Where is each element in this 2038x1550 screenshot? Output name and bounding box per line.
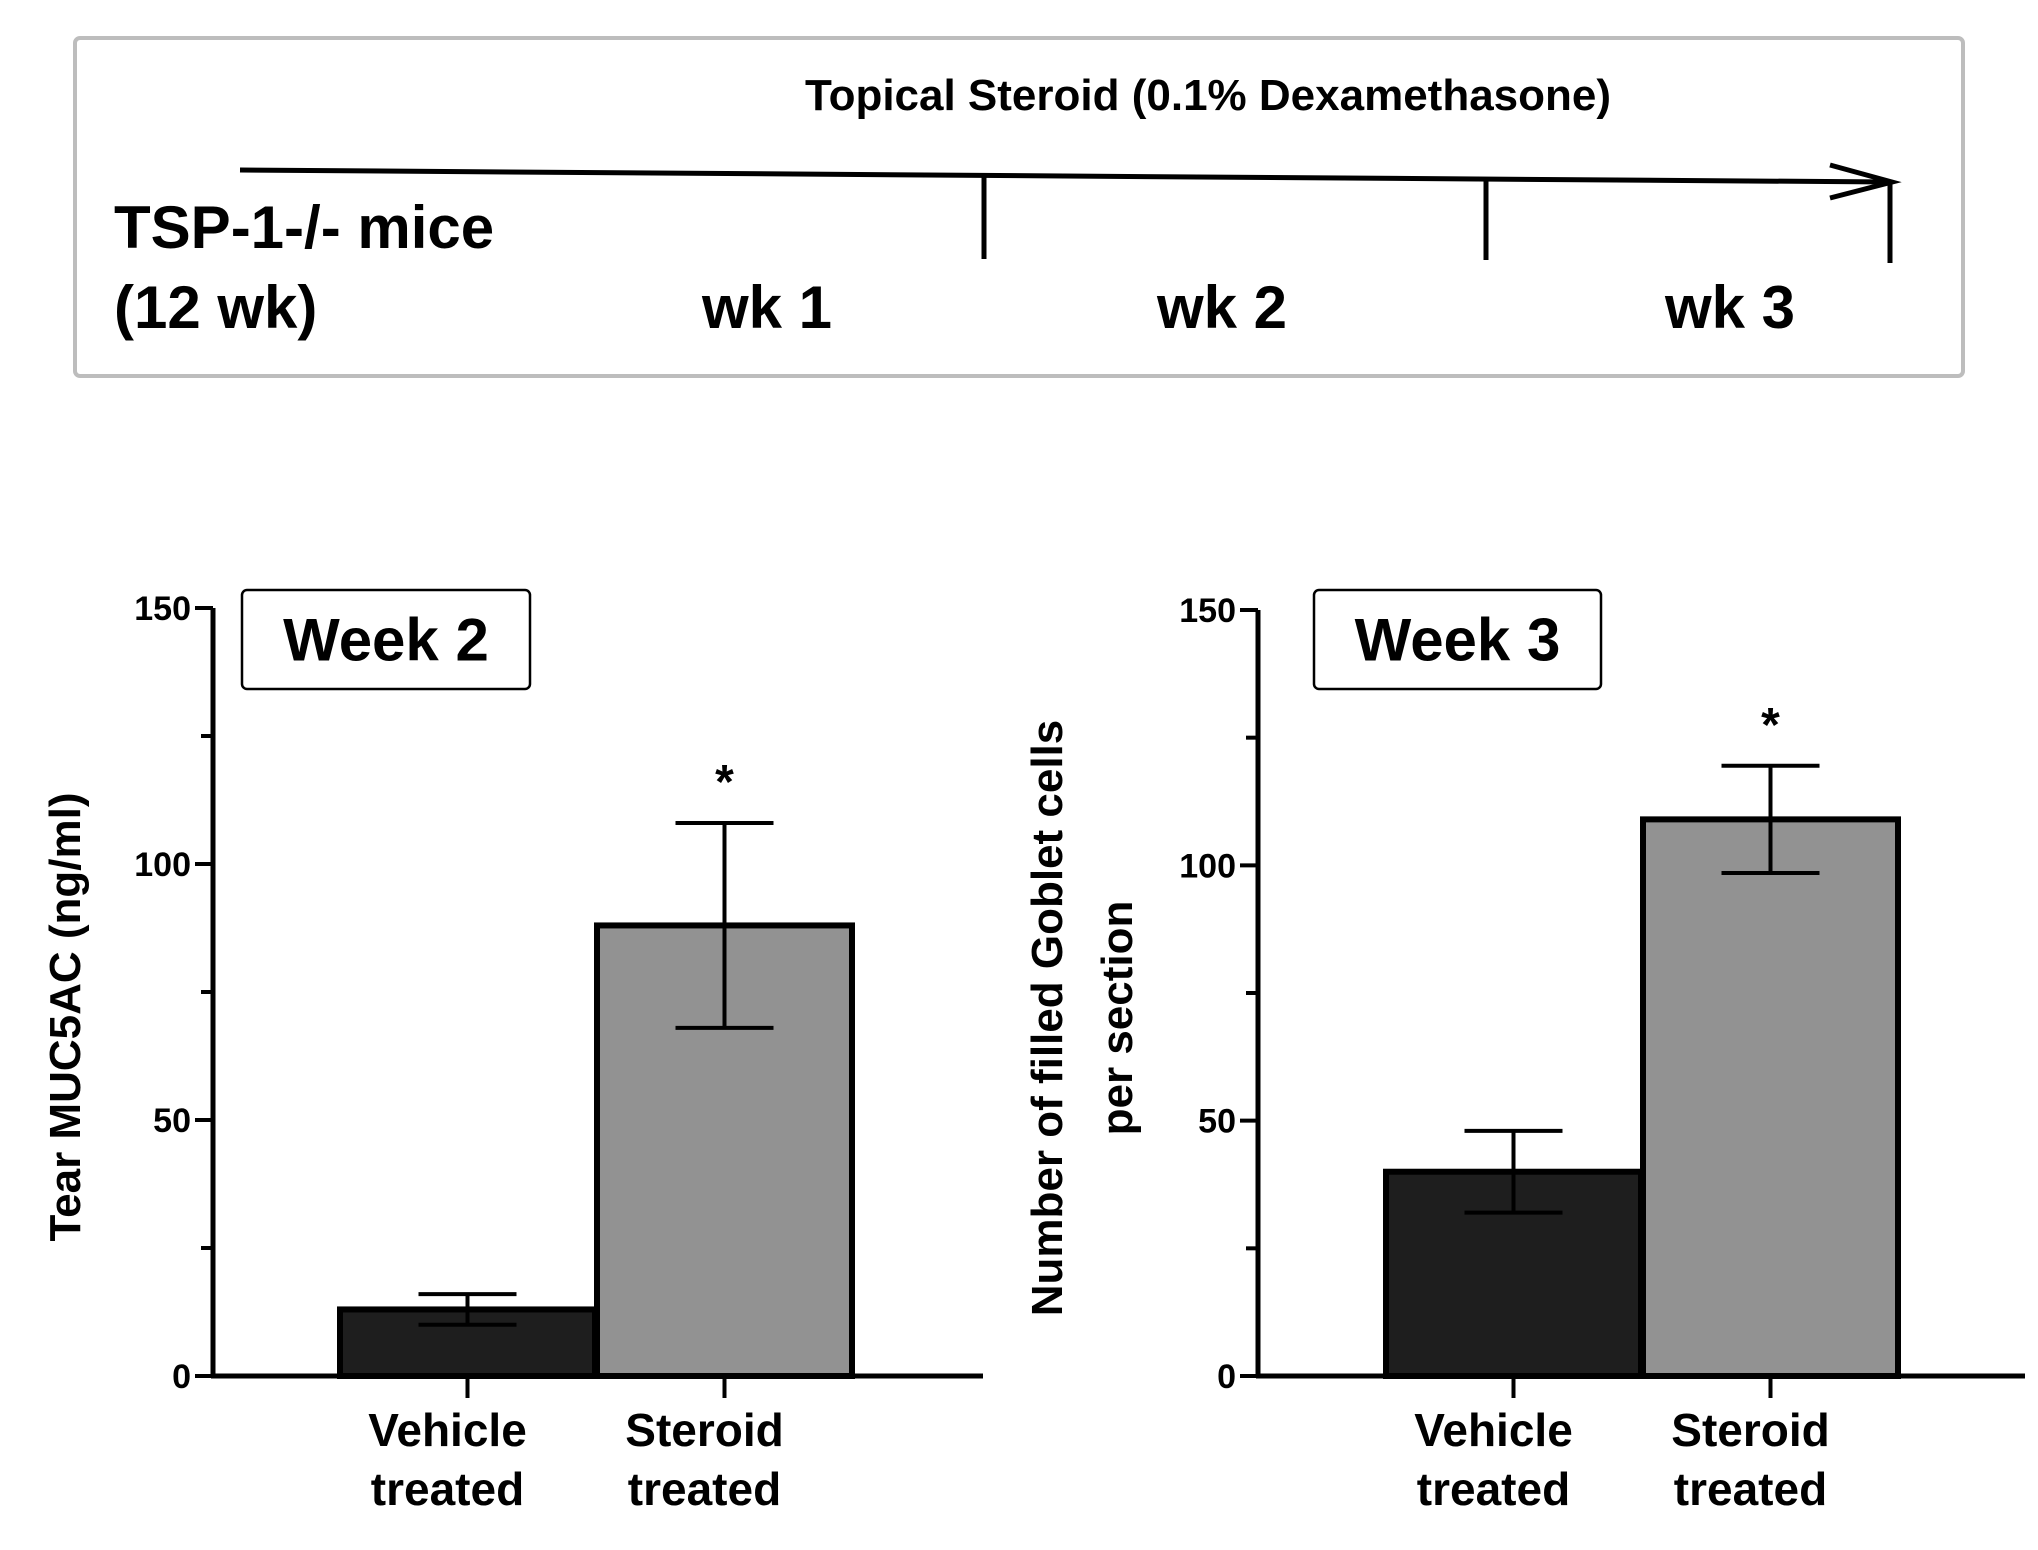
y-tick-label: 0 — [1217, 1358, 1236, 1396]
week-label-box — [1312, 588, 1603, 691]
x-tick-label: Vehicle — [368, 1404, 527, 1456]
timeline-week-label: wk 2 — [1156, 274, 1287, 341]
timeline-frame — [73, 36, 1965, 378]
week-label: Week 3 — [1355, 607, 1561, 674]
y-axis-label: Number of filled Goblet cells — [1023, 720, 1072, 1317]
x-tick-label: Steroid — [625, 1404, 783, 1456]
x-tick-label: treated — [1674, 1463, 1827, 1515]
timeline-week-label: wk 1 — [701, 274, 832, 341]
y-tick-label: 150 — [134, 590, 191, 628]
y-tick-label: 50 — [1198, 1103, 1236, 1141]
y-tick-label: 100 — [1179, 847, 1236, 885]
timeline-week-label: wk 3 — [1664, 274, 1795, 341]
y-tick-label: 150 — [1179, 592, 1236, 630]
x-tick-label: treated — [628, 1463, 781, 1515]
x-tick-label: treated — [1417, 1463, 1570, 1515]
x-tick-label: treated — [371, 1463, 524, 1515]
y-tick-label: 50 — [153, 1102, 191, 1140]
bar-chart-week-2: Vehicle treated * Steroid treated 0 50 100 150 Te… — [41, 588, 983, 1515]
timeline-arrow-line — [239, 167, 1891, 185]
week-label-box — [240, 588, 532, 691]
y-tick-label: 100 — [134, 846, 191, 884]
y-axis-label: per section — [1093, 901, 1142, 1136]
timeline-subject-line1: TSP-1-/- mice — [114, 194, 494, 261]
significance-marker: * — [1761, 699, 1780, 752]
y-axis-label: Tear MUC5AC (ng/ml) — [41, 793, 90, 1242]
x-tick-label: Steroid — [1671, 1404, 1829, 1456]
x-tick-label: Vehicle — [1414, 1404, 1573, 1456]
bar-chart-week-3: Vehicle treated * Steroid treated 0 50 100 150 Nu… — [1023, 588, 2025, 1515]
bar — [1640, 816, 1901, 1379]
timeline-panel: Topical Steroid (0.1% Dexamethasone) TSP… — [73, 36, 1965, 378]
timeline-subject-line2: (12 wk) — [114, 274, 317, 341]
y-tick-label: 0 — [172, 1358, 191, 1396]
week-label: Week 2 — [283, 607, 489, 674]
timeline-title: Topical Steroid (0.1% Dexamethasone) — [805, 71, 1611, 120]
significance-marker: * — [715, 756, 734, 809]
